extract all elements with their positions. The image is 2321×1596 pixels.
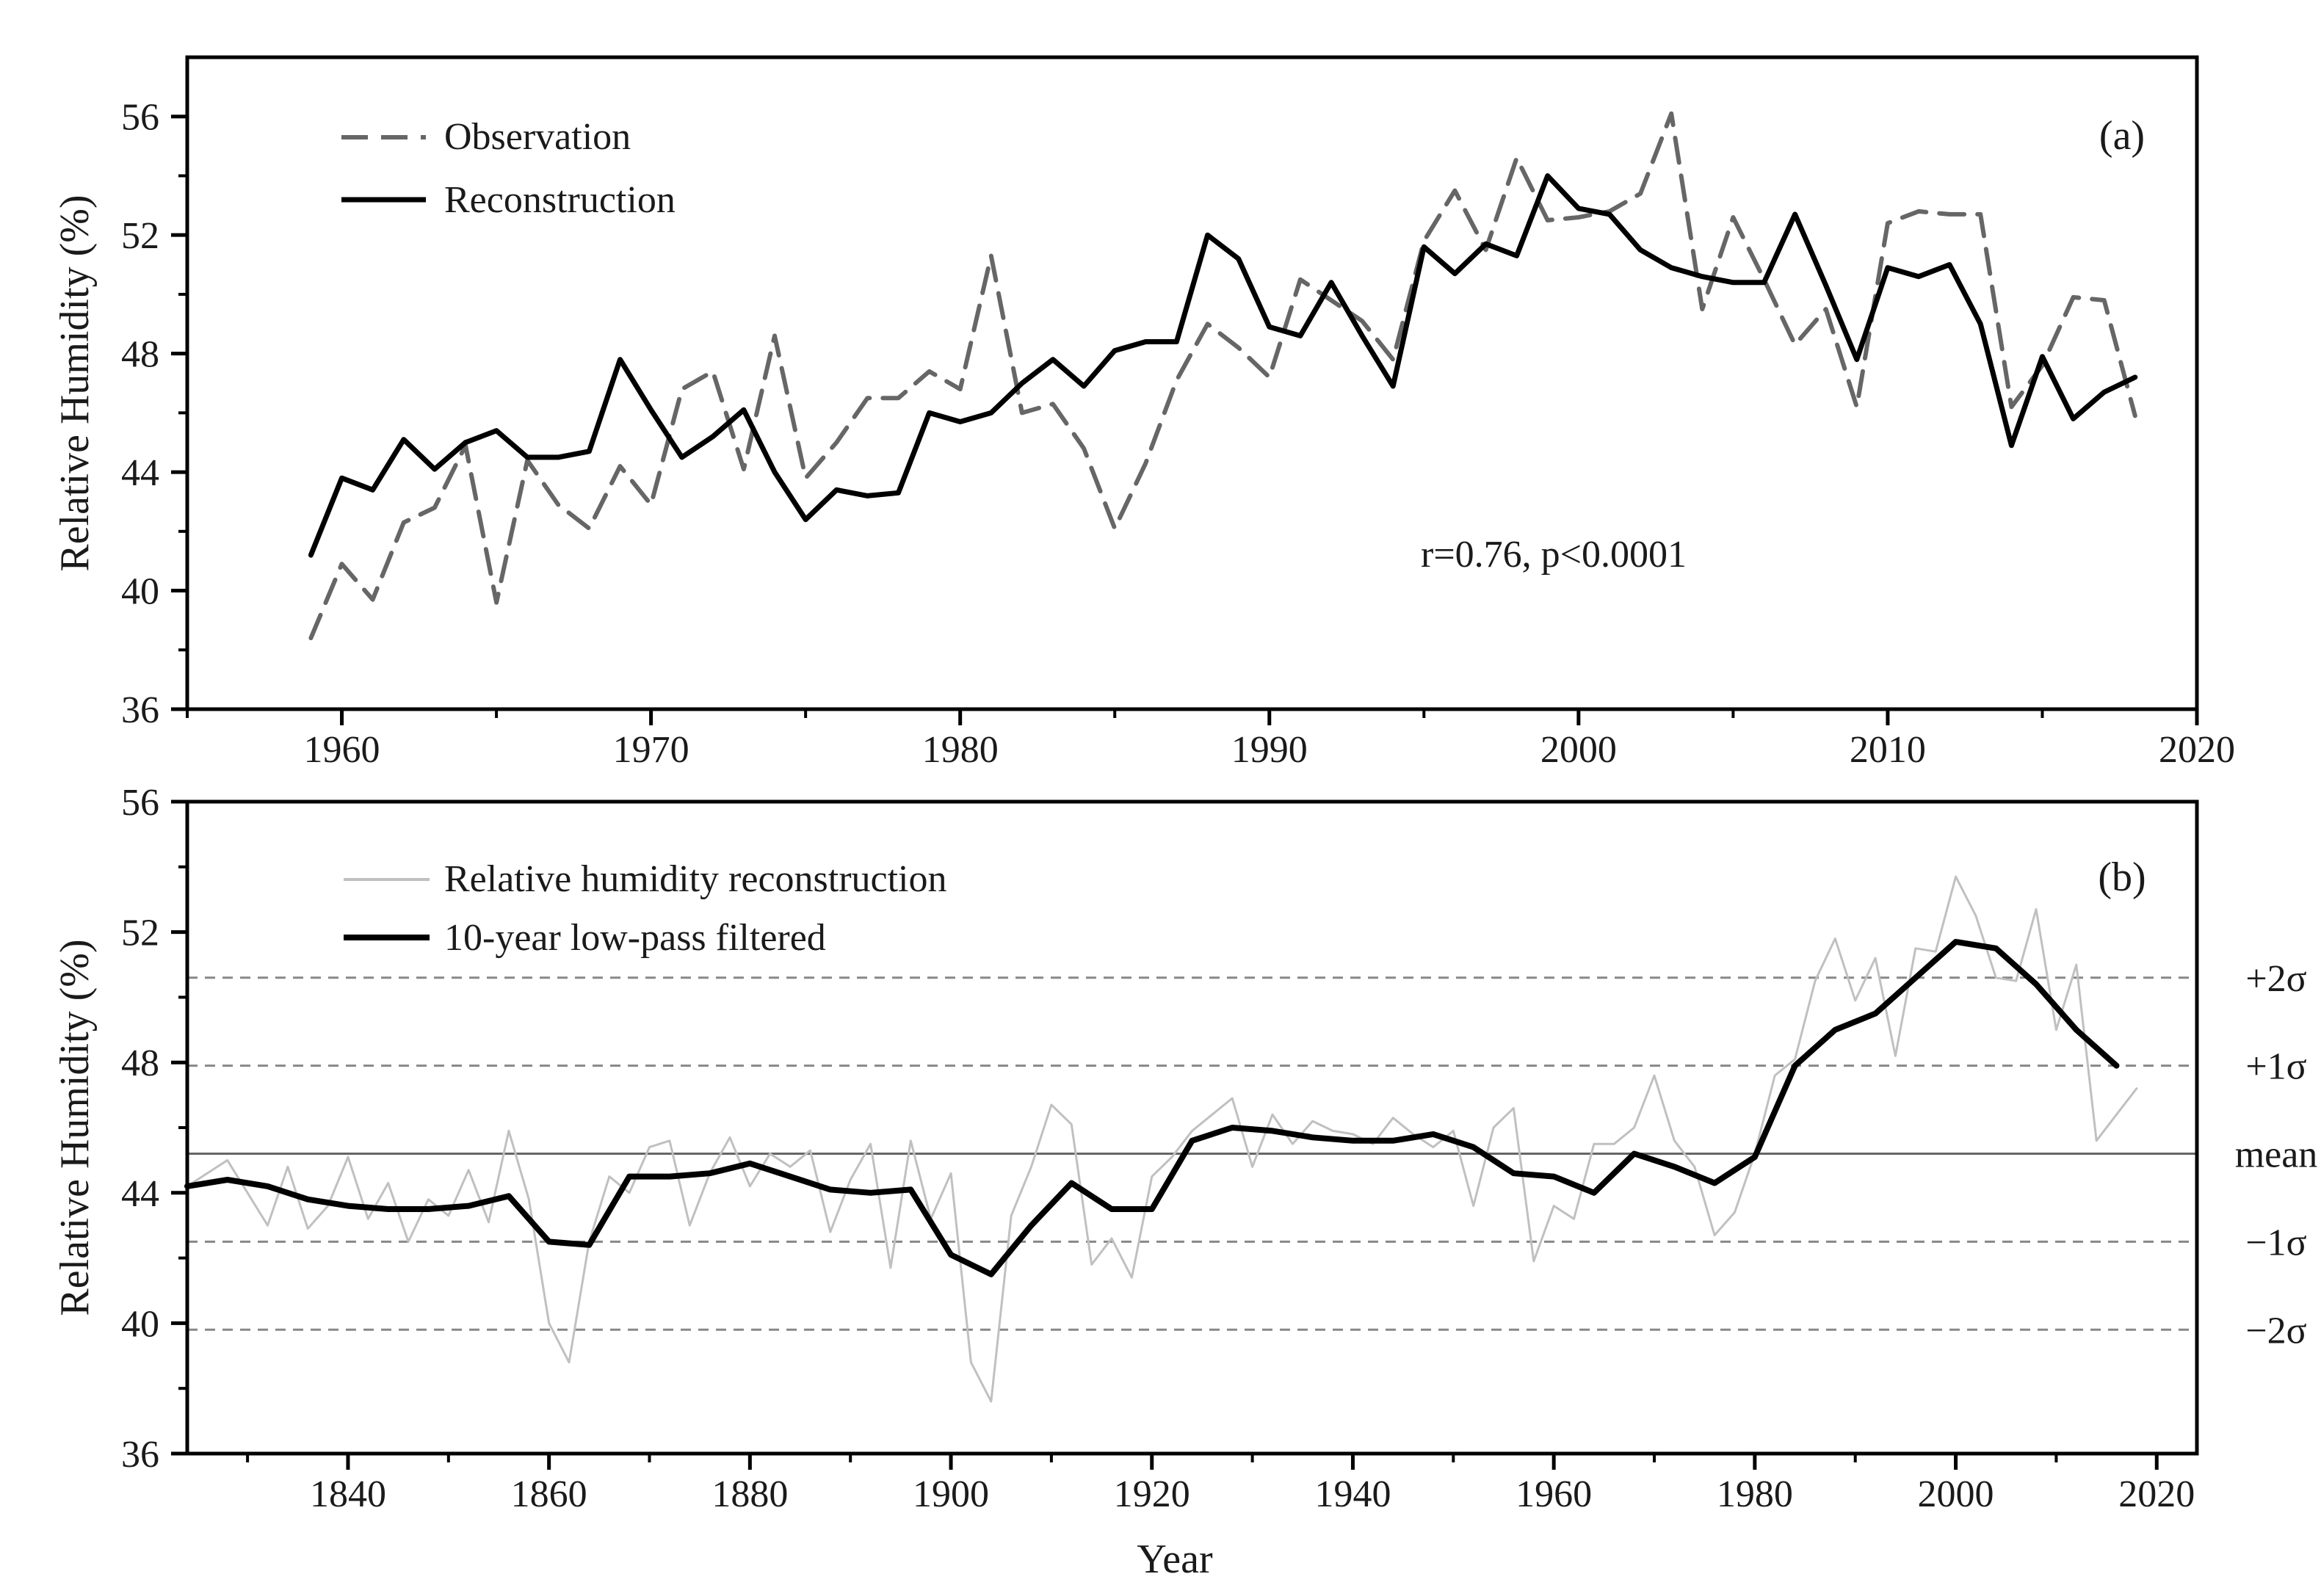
plot-area-frame-a xyxy=(185,55,2199,711)
a-ytick-label: 48 xyxy=(121,334,159,376)
b-ytick-label: 40 xyxy=(121,1303,159,1345)
a-xtick-label: 2020 xyxy=(2159,729,2235,771)
b-xtick-label: 1860 xyxy=(511,1473,587,1515)
y-axis-title-b: Relative Humidity (%) xyxy=(52,939,98,1316)
legend-a: Observation Reconstruction xyxy=(341,116,676,221)
b-ytick-label: 48 xyxy=(121,1042,159,1084)
a-ytick-label: 40 xyxy=(121,571,159,613)
b-series-relative-humidity-reconstruction xyxy=(186,875,2138,1403)
legend-b: Relative humidity reconstruction 10-year… xyxy=(344,858,947,959)
a-xtick-label: 1990 xyxy=(1231,729,1308,771)
reference-label: +1σ xyxy=(2245,1046,2306,1088)
b-xtick-label: 2000 xyxy=(1918,1473,1994,1515)
b-xtick-label: 1900 xyxy=(913,1473,989,1515)
reference-label: −2σ xyxy=(2245,1310,2306,1352)
b-xtick-label: 1880 xyxy=(711,1473,788,1515)
b-ytick-label: 52 xyxy=(121,913,159,954)
a-xtick-label: 2010 xyxy=(1850,729,1926,771)
a-series-observation xyxy=(308,111,2137,641)
y-axis-title-a: Relative Humidity (%) xyxy=(52,195,98,571)
b-xtick-label: 1920 xyxy=(1114,1473,1190,1515)
b-xtick-label: 2020 xyxy=(2118,1473,2195,1515)
legend-a-observation-label: Observation xyxy=(444,116,631,158)
b-xtick-label: 1980 xyxy=(1717,1473,1793,1515)
a-xtick-label: 1980 xyxy=(922,729,999,771)
b-series-10-year-low-pass-filtered xyxy=(184,938,2120,1277)
b-series-layer xyxy=(184,875,2138,1403)
panel-label-a: (a) xyxy=(2099,113,2145,159)
a-xtick-label: 1970 xyxy=(613,729,689,771)
a-xtick-label: 2000 xyxy=(1540,729,1617,771)
panel-label-b: (b) xyxy=(2098,855,2146,900)
legend-b-raw-label: Relative humidity reconstruction xyxy=(444,858,947,900)
a-ytick-label: 56 xyxy=(121,97,159,139)
a-ytick-label: 36 xyxy=(121,689,159,731)
b-xtick-label: 1840 xyxy=(310,1473,386,1515)
b-ytick-label: 44 xyxy=(121,1173,159,1215)
panel-b: +2σ +1σ mean −1σ −2σ 36 40 44 48 52 56 1840 1860 188… xyxy=(52,782,2317,1582)
b-ytick-label: 56 xyxy=(121,782,159,824)
b-xtick-label: 1940 xyxy=(1314,1473,1391,1515)
b-axes: 36 40 44 48 52 56 1840 1860 1880 1900 1920 1940 1960… xyxy=(121,782,2195,1515)
legend-b-filtered-label: 10-year low-pass filtered xyxy=(444,917,826,959)
x-axis-title: Year xyxy=(1137,1537,1213,1582)
a-axes: 36 40 44 48 52 56 1960 1970 1980 1990 2000 2010 2020 xyxy=(121,97,2235,771)
correlation-annotation: r=0.76, p<0.0001 xyxy=(1421,534,1687,576)
a-series-reconstruction xyxy=(308,173,2138,558)
reference-label: mean xyxy=(2235,1134,2318,1176)
b-xtick-label: 1960 xyxy=(1516,1473,1592,1515)
a-xtick-label: 1960 xyxy=(304,729,380,771)
b-reference-lines: +2σ +1σ mean −1σ −2σ xyxy=(187,958,2317,1352)
reference-label: −1σ xyxy=(2245,1222,2306,1263)
panel-a: 36 40 44 48 52 56 1960 1970 1980 1990 2000 2010 2020… xyxy=(52,55,2235,771)
a-ytick-label: 44 xyxy=(121,452,159,494)
legend-a-reconstruction-label: Reconstruction xyxy=(444,179,676,221)
reference-label: +2σ xyxy=(2245,958,2306,1000)
b-ytick-label: 36 xyxy=(121,1434,159,1476)
a-series-layer xyxy=(308,111,2138,641)
a-ytick-label: 52 xyxy=(121,215,159,257)
